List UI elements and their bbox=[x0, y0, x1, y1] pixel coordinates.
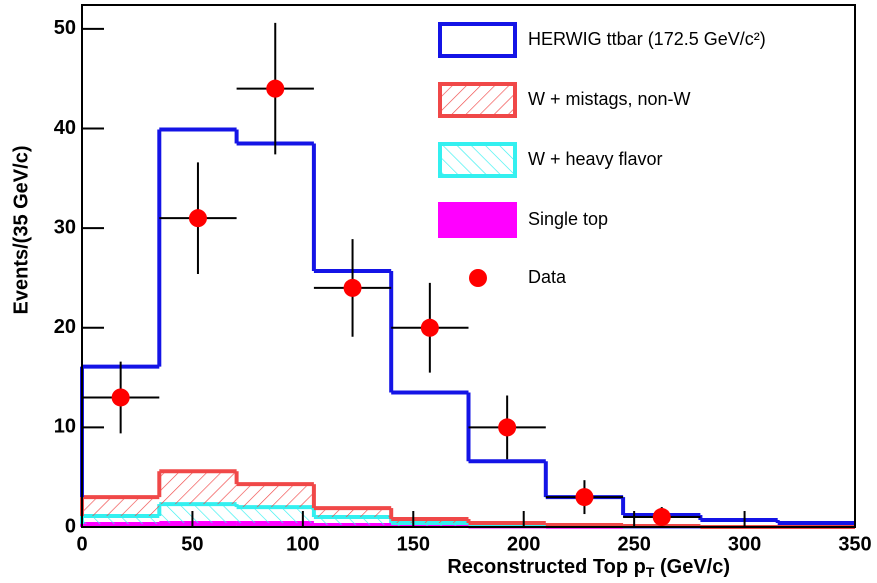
plot-frame bbox=[81, 4, 856, 528]
x-tick-label: 150 bbox=[397, 533, 430, 555]
legend-swatch bbox=[438, 142, 517, 178]
y-tick-label: 0 bbox=[65, 515, 76, 537]
hist-bin bbox=[159, 504, 237, 524]
hist-bin bbox=[236, 484, 314, 508]
x-tick-label: 50 bbox=[181, 533, 203, 555]
data-point bbox=[188, 209, 207, 228]
hist-bin bbox=[313, 517, 392, 526]
x-tick-label: 100 bbox=[286, 533, 319, 555]
legend-label: HERWIG ttbar (172.5 GeV/c²) bbox=[528, 29, 766, 49]
legend-marker bbox=[469, 269, 487, 287]
hist-bin bbox=[82, 497, 160, 517]
x-title-sub: T bbox=[646, 564, 655, 580]
y-tick-label: 40 bbox=[54, 117, 76, 139]
hist-bin bbox=[237, 143, 314, 484]
legend-label: W + mistags, non-W bbox=[528, 89, 691, 109]
y-axis-title: Events/(35 GeV/c) bbox=[10, 146, 32, 315]
y-tick-label: 50 bbox=[54, 17, 76, 39]
hist-bin bbox=[313, 508, 392, 518]
legend-swatch bbox=[438, 202, 517, 238]
data-point bbox=[111, 388, 130, 407]
hist-bin bbox=[391, 393, 468, 520]
legend-label: Single top bbox=[528, 209, 608, 229]
data-point bbox=[266, 79, 285, 98]
x-axis-title: Reconstructed Top pT (GeV/c) bbox=[447, 556, 730, 579]
legend-label: W + heavy flavor bbox=[528, 149, 663, 169]
data-point bbox=[652, 508, 671, 527]
legend-swatch bbox=[438, 22, 517, 58]
data-point bbox=[420, 318, 439, 337]
x-tick-label: 200 bbox=[507, 533, 540, 555]
x-title-main: Reconstructed Top p bbox=[447, 556, 646, 578]
hist-bin bbox=[82, 516, 160, 525]
legend-label: Data bbox=[528, 267, 567, 287]
x-tick-label: 250 bbox=[617, 533, 650, 555]
hist-bin bbox=[159, 471, 237, 505]
y-tick-label: 20 bbox=[54, 316, 76, 338]
y-tick-label: 30 bbox=[54, 216, 76, 238]
y-tick-label: 10 bbox=[54, 416, 76, 438]
x-tick-label: 0 bbox=[76, 533, 87, 555]
x-title-rest: (GeV/c) bbox=[654, 556, 730, 578]
data-point bbox=[343, 278, 362, 297]
x-tick-label: 350 bbox=[838, 533, 871, 555]
x-tick-label: 300 bbox=[728, 533, 761, 555]
legend-swatch bbox=[438, 82, 517, 118]
hist-bin bbox=[236, 507, 314, 524]
hist-bin bbox=[469, 461, 546, 523]
data-point bbox=[575, 488, 594, 507]
data-point bbox=[498, 418, 517, 437]
